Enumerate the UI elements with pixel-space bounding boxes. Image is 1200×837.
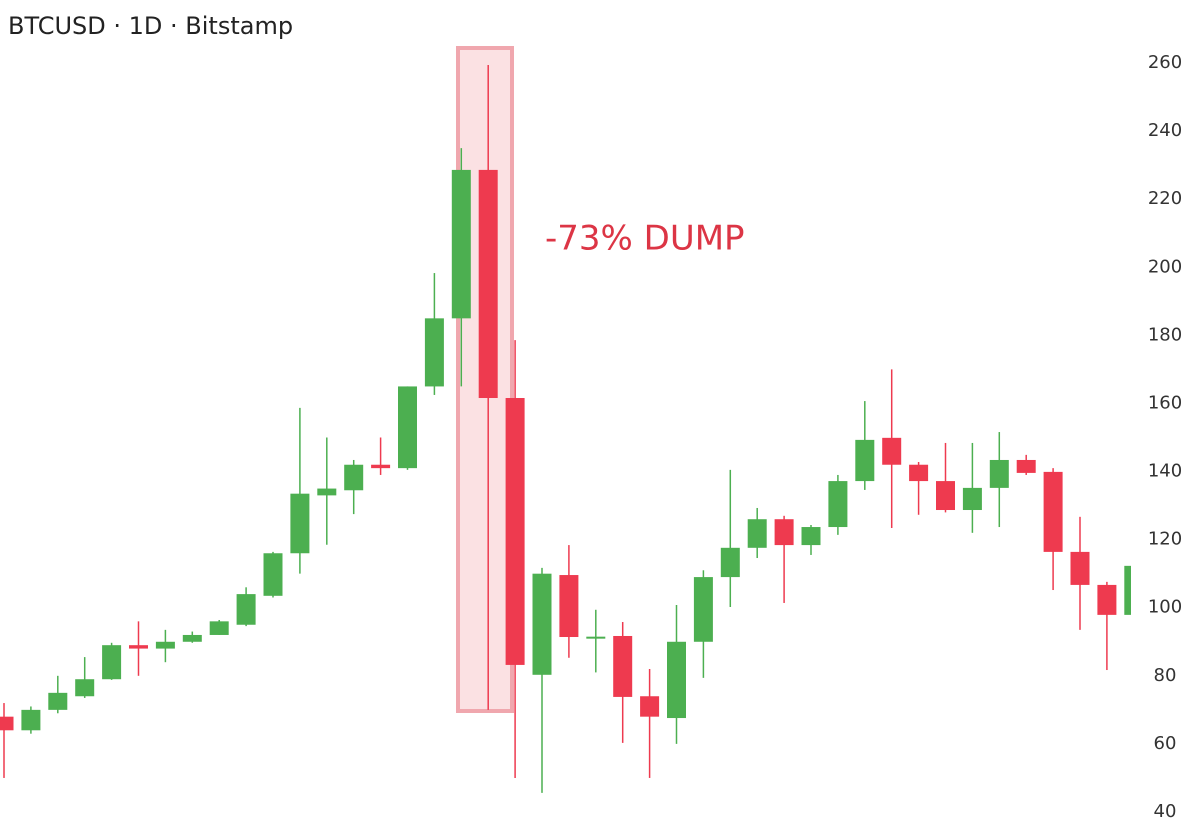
- candle-body: [613, 635, 633, 697]
- y-tick-label: 100: [1148, 597, 1182, 618]
- y-tick-label: 80: [1154, 665, 1177, 686]
- y-tick-label: 220: [1148, 188, 1182, 209]
- candle-body: [1070, 551, 1090, 585]
- candle-body: [693, 577, 713, 642]
- candle-body: [102, 645, 122, 680]
- candle-body: [451, 169, 471, 319]
- candle-body: [478, 169, 498, 399]
- candle-body: [0, 716, 14, 731]
- candle-body: [182, 634, 202, 642]
- candle-body: [828, 481, 848, 528]
- candle-body: [747, 519, 767, 548]
- y-tick-label: 60: [1154, 733, 1177, 754]
- candle-body: [1043, 471, 1063, 552]
- candle-body: [1124, 565, 1131, 615]
- plot-area: [0, 65, 1131, 793]
- candle-body: [936, 481, 955, 511]
- y-tick-label: 200: [1148, 256, 1182, 277]
- candle-body: [962, 487, 982, 511]
- candle-body: [1097, 584, 1117, 615]
- candle-body: [236, 594, 256, 625]
- candle-body: [21, 709, 41, 731]
- y-tick-label: 120: [1148, 529, 1182, 550]
- y-tick-label: 180: [1148, 324, 1182, 345]
- candle-body: [129, 645, 148, 649]
- y-tick-label: 240: [1148, 120, 1182, 141]
- candle-body: [801, 527, 821, 546]
- candle-body: [667, 641, 686, 719]
- candle-body: [290, 493, 310, 554]
- candle-body: [505, 398, 525, 665]
- candle-body: [720, 547, 740, 578]
- candle-body: [882, 437, 902, 465]
- candle-body: [371, 464, 391, 469]
- chart-title: BTCUSD · 1D · Bitstamp: [8, 12, 293, 40]
- candle-body: [559, 575, 579, 638]
- candle-body: [586, 636, 606, 639]
- candle-body: [909, 464, 929, 482]
- y-tick-label: 140: [1148, 461, 1182, 482]
- candle-body: [855, 439, 875, 482]
- candle-body: [640, 696, 660, 717]
- candle-body: [774, 519, 794, 546]
- y-tick-label: 40: [1154, 801, 1177, 822]
- candle-body: [209, 621, 229, 635]
- candle-body: [75, 679, 95, 697]
- candle-body: [155, 641, 175, 649]
- candle-body: [989, 459, 1009, 488]
- y-tick-label: 160: [1148, 392, 1182, 413]
- candle-body: [532, 573, 552, 675]
- candle-body: [424, 318, 444, 387]
- highlight-box: [456, 46, 514, 713]
- y-tick-label: 260: [1148, 52, 1182, 73]
- candle-body: [48, 692, 68, 710]
- candle-body: [263, 553, 283, 596]
- candle-body: [1016, 459, 1036, 473]
- candle-body: [398, 386, 417, 469]
- candle-body: [344, 464, 364, 491]
- candle-body: [317, 488, 337, 496]
- annotation: -73% DUMP: [545, 219, 745, 259]
